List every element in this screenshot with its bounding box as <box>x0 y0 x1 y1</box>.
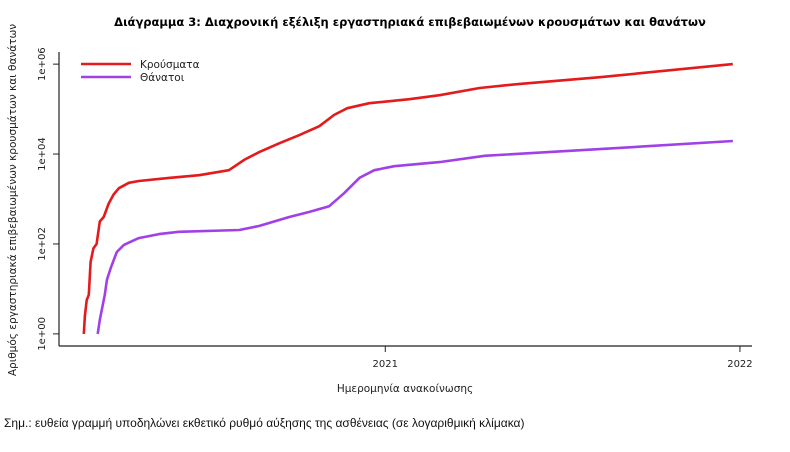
series-line-deaths <box>96 139 733 335</box>
x-tick-label: 2021 <box>373 359 398 370</box>
legend-label: Θάνατοι <box>140 72 185 84</box>
footnote: Σημ.: ευθεία γραμμή υποδηλώνει εκθετικό … <box>4 416 525 430</box>
y-axis-label: Αριθμός εργαστηριακά επιβεβαιωμένων κρου… <box>7 24 19 376</box>
chart: Διάγραμμα 3: Διαχρονική εξέλιξη εργαστηρ… <box>7 15 753 395</box>
series-line-cases <box>82 62 733 334</box>
y-tick-label: 1e+02 <box>37 227 48 261</box>
y-tick-label: 1e+04 <box>37 137 48 171</box>
chart-title: Διάγραμμα 3: Διαχρονική εξέλιξη εργαστηρ… <box>114 15 706 29</box>
x-tick-label: 2022 <box>727 359 752 370</box>
y-tick-label: 1e+00 <box>37 317 48 351</box>
legend-label: Κρούσματα <box>140 59 200 71</box>
y-tick-label: 1e+06 <box>37 47 48 81</box>
x-axis-label: Ημερομηνία ανακοίνωσης <box>337 383 473 395</box>
